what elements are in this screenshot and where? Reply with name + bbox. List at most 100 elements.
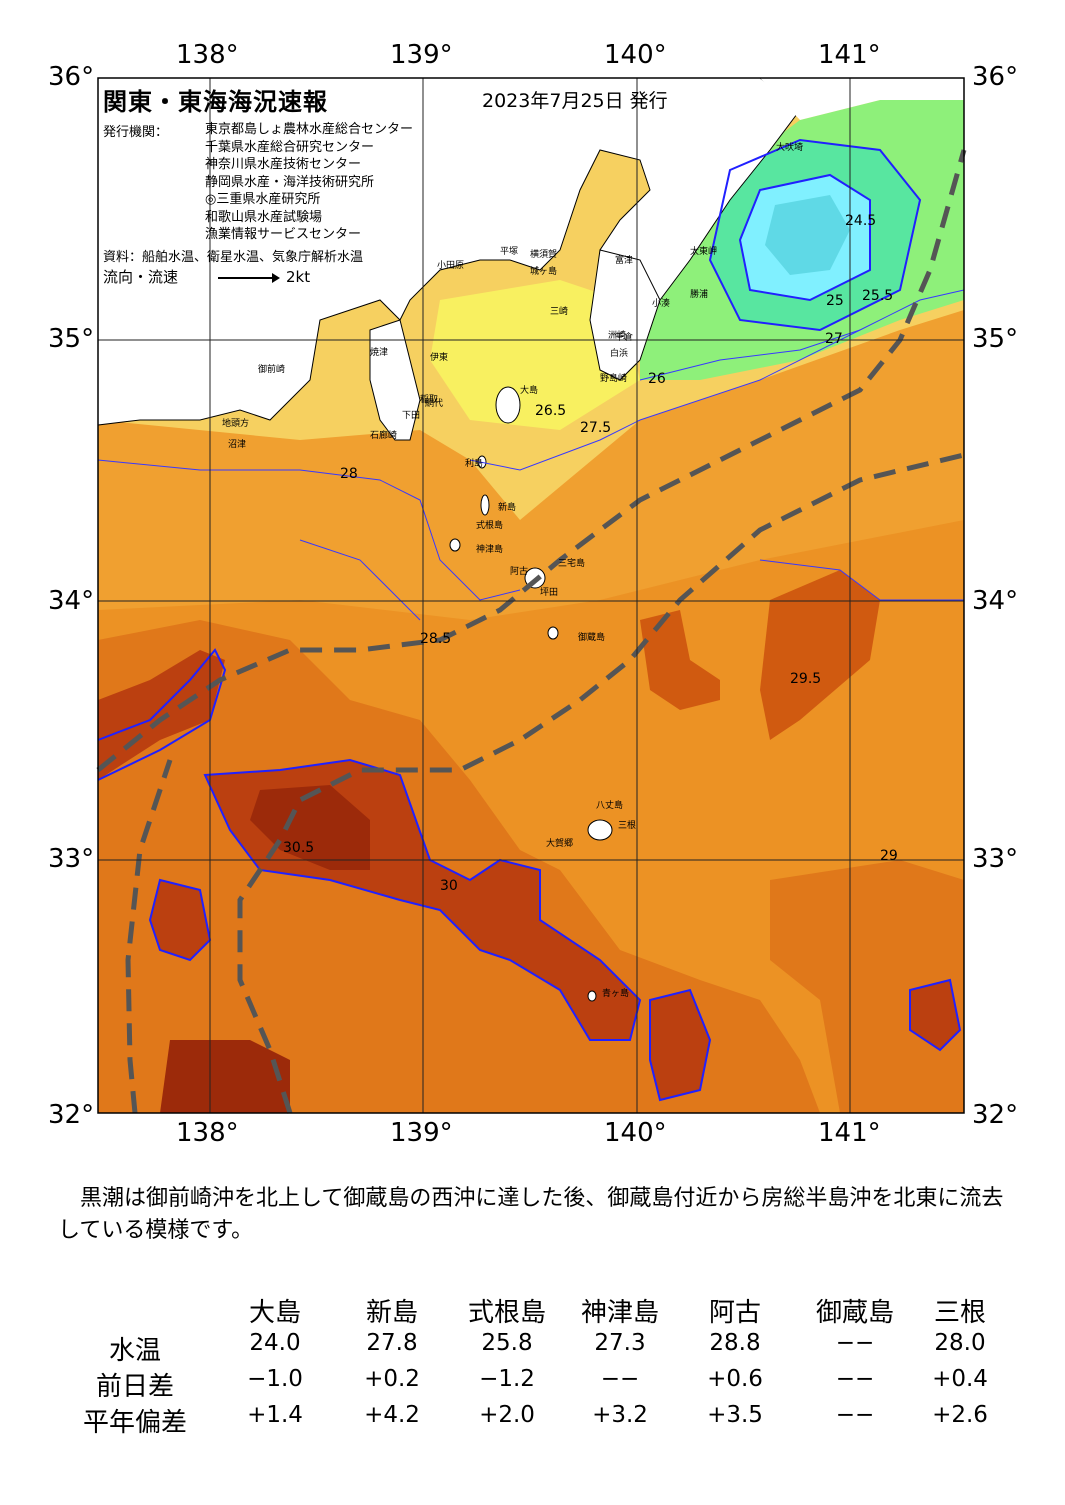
place-label: 平塚 (500, 246, 518, 257)
org-item: 和歌山県水産試験場 (205, 209, 323, 225)
place-label: 坪田 (540, 587, 558, 598)
lon-label-bottom: 138° (176, 1118, 239, 1148)
lat-label-left: 33° (48, 844, 95, 874)
table-cell: +3.5 (707, 1402, 763, 1428)
table-cell: 28.0 (934, 1330, 986, 1356)
contour-label: 26 (648, 371, 666, 387)
org-label: 発行機関： (103, 125, 169, 140)
table-cell: −− (600, 1366, 640, 1392)
place-label: 式根島 (476, 519, 503, 531)
contour-label: 29 (880, 848, 898, 864)
table-cell: 25.8 (481, 1330, 533, 1356)
land-izu (369, 319, 421, 441)
lon-label-top: 139° (390, 40, 453, 70)
place-label: 小湊 (652, 297, 670, 309)
contour-label: 26.5 (535, 403, 566, 419)
normal-diff-row: 平年偏差 +1.4 +4.2 +2.0 +3.2 +3.5 −− +2.6 (60, 1402, 1020, 1438)
org-item: ◎三重県水産研究所 (205, 192, 321, 207)
place-label: 八丈島 (596, 799, 623, 811)
contour-label: 25 (826, 293, 844, 309)
station-header: 御蔵島 (815, 1298, 894, 1328)
place-label: 青ヶ島 (602, 987, 629, 999)
warm-region-30-sw (150, 880, 210, 960)
lon-label-bottom: 140° (604, 1118, 667, 1148)
place-label: 横須賀 (530, 248, 557, 260)
contour-label: 28.5 (420, 631, 451, 647)
lon-label-top: 140° (604, 40, 667, 70)
cool-region-lt24 (765, 195, 850, 275)
table-cell: 24.0 (249, 1330, 301, 1356)
place-label: 御前崎 (258, 363, 285, 375)
station-header: 阿古 (708, 1298, 761, 1328)
data-source: 資料：船舶水温、衛星水温、気象庁解析水温 (103, 250, 364, 265)
warm-region-29 (98, 620, 820, 1113)
table-cell: −− (835, 1402, 875, 1428)
station-header: 式根島 (467, 1298, 546, 1328)
warm-region-30-s (160, 1040, 290, 1113)
org-item: 千葉県水産総合研究センター (205, 139, 375, 155)
cool-region-27 (430, 280, 640, 430)
issue-date: 2023年7月25日 発行 (482, 90, 668, 112)
contour-label: 30.5 (283, 840, 314, 856)
warm-region-29-mikura (640, 610, 720, 710)
place-label: 三宅島 (558, 557, 585, 569)
place-label: 太東岬 (690, 245, 717, 257)
lat-label-right: 36° (972, 62, 1019, 92)
table-cell: +3.2 (592, 1402, 648, 1428)
summary-text: 黒潮は御前崎沖を北上して御蔵島の西沖に達した後、御蔵島付近から房総半島沖を北東に… (58, 1183, 1018, 1247)
place-label: 地頭方 (222, 417, 249, 429)
contour-label: 27.5 (580, 420, 611, 436)
table-cell: +0.4 (932, 1366, 988, 1392)
org-item: 神奈川県水産技術センター (205, 157, 362, 172)
place-label: 三崎 (550, 305, 568, 317)
place-label: 阿古 (510, 565, 528, 577)
place-label: 神津島 (476, 543, 503, 555)
row-label: 平年偏差 (82, 1408, 187, 1438)
lat-label-right: 33° (972, 844, 1019, 874)
lon-label-top: 138° (176, 40, 239, 70)
lat-label-left: 34° (48, 586, 95, 616)
flow-arrow-icon (218, 272, 281, 283)
lat-label-right: 34° (972, 586, 1019, 616)
table-cell: −− (835, 1366, 875, 1392)
warm-region-30-se (650, 990, 710, 1100)
org-list: 東京都島しょ農林水産総合センター 千葉県水産総合研究センター 神奈川県水産技術セ… (205, 121, 413, 244)
island-niijima (480, 494, 490, 516)
place-label: 新島 (498, 501, 516, 513)
place-label: 千倉 (615, 331, 633, 343)
contour-label: 24.5 (845, 213, 876, 229)
land-boso (589, 249, 661, 381)
place-label: 大島 (520, 384, 538, 396)
row-label: 水温 (108, 1336, 161, 1366)
place-label: 小田原 (437, 260, 464, 271)
place-label: 城ヶ島 (530, 265, 557, 277)
summary-sentence: 黒潮は御前崎沖を北上して御蔵島の西沖に達した後、御蔵島付近から房総半島沖を北東に… (58, 1186, 1004, 1243)
place-label: 石廊崎 (370, 429, 397, 441)
map-canvas: 24.5 25 25.5 26 26.5 27 27.5 28 28.5 29 … (96, 77, 967, 1114)
map-title: 関東・東海海況速報 (103, 88, 328, 116)
flow-legend: 流向・流速 2kt (103, 266, 310, 287)
place-label: 御蔵島 (578, 631, 605, 643)
place-label: 野島崎 (600, 372, 627, 384)
place-label: 稲取 (420, 393, 438, 405)
table-cell: +1.4 (247, 1402, 303, 1428)
island-mikura (547, 626, 559, 640)
place-label: 利島 (465, 457, 483, 469)
lat-label-left: 36° (48, 62, 95, 92)
warm-region-30-far-east (910, 980, 960, 1050)
row-label: 前日差 (95, 1372, 174, 1402)
place-label: 三根 (618, 819, 636, 831)
lat-label-left: 32° (48, 1100, 95, 1130)
place-label: 富津 (615, 254, 633, 266)
lat-label-left: 35° (48, 324, 95, 354)
lon-label-top: 141° (818, 40, 881, 70)
place-label: 伊東 (430, 351, 448, 363)
daily-diff-row: 前日差 −1.0 +0.2 −1.2 −− +0.6 −− +0.4 (60, 1366, 1020, 1402)
place-label: 勝浦 (690, 288, 708, 300)
contour-label: 27 (825, 331, 843, 347)
island-kozushima (449, 538, 461, 552)
table-cell: 27.3 (594, 1330, 646, 1356)
org-item: 漁業情報サービスセンター (205, 227, 362, 242)
org-item: 静岡県水産・海洋技術研究所 (205, 174, 375, 190)
lon-label-bottom: 141° (818, 1118, 881, 1148)
